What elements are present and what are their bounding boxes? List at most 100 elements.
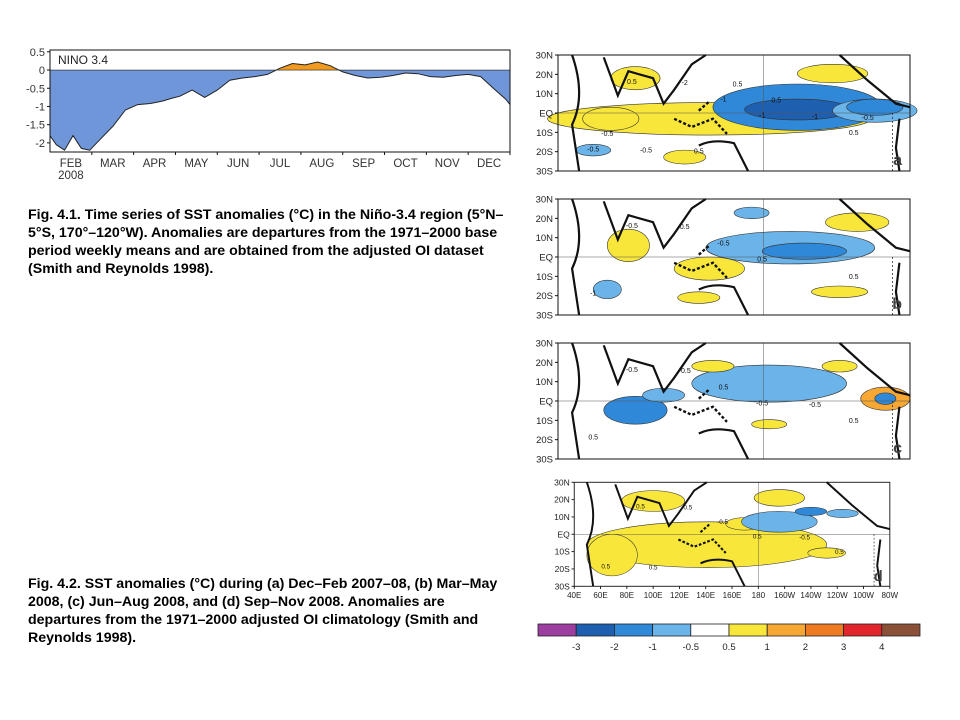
colorbar-tick-label: 2 (803, 642, 808, 653)
contour-label: -1 (720, 96, 726, 103)
contour-label: 0.5 (849, 418, 859, 425)
x-tick-label: OCT (393, 158, 417, 170)
lat-tick-label: 30S (555, 581, 570, 591)
lat-tick-label: 20N (536, 358, 554, 369)
australia-coastline (698, 428, 750, 460)
contour-label: -0.5 (809, 402, 821, 409)
year-label: 2008 (58, 170, 84, 182)
y-tick-label: 0.5 (30, 47, 45, 59)
lat-tick-label: 20N (536, 70, 554, 81)
anomaly-series-line (49, 61, 511, 151)
lat-tick-label: EQ (557, 529, 570, 539)
negative-anomaly-area (50, 70, 510, 151)
anomaly-region (807, 547, 846, 559)
lat-tick-label: 10N (536, 233, 554, 244)
maritime-continent-coastline (673, 388, 728, 423)
maritime-continent-coastline (673, 244, 728, 279)
lat-tick-label: 10N (554, 512, 570, 522)
lat-tick-label: 10S (536, 272, 553, 283)
colorbar-swatch (881, 623, 921, 637)
lon-tick-label: 160E (723, 591, 742, 600)
x-tick-label: DEC (477, 158, 501, 170)
contour-label: 0.5 (649, 565, 658, 572)
contour-label: -2 (682, 80, 688, 87)
lat-tick-label: 30N (536, 51, 554, 62)
anomaly-region (753, 489, 805, 507)
south-america-coastline (876, 539, 882, 587)
lat-tick-label: 10S (536, 128, 553, 139)
anomaly-region (826, 509, 859, 518)
maritime-continent-coastline (677, 523, 727, 554)
y-tick-label: -2 (35, 138, 45, 150)
colorbar-tick-label: -0.5 (683, 642, 699, 653)
lon-tick-label: 80E (620, 591, 635, 600)
figure-4-1-caption: Fig. 4.1. Time series of SST anomalies (… (28, 207, 504, 277)
contour-label: -1 (759, 113, 765, 120)
south-america-coastline (894, 406, 901, 460)
figure-4-2-caption: Fig. 4.2. SST anomalies (°C) during (a) … (28, 576, 498, 646)
contour-label: 0.5 (835, 549, 844, 556)
lat-tick-label: 20S (536, 291, 553, 302)
contour-label: 0.5 (733, 81, 743, 88)
contour-label: 0.5 (601, 564, 610, 571)
anomaly-region (677, 291, 721, 304)
contour-label: -1 (812, 114, 818, 121)
contour-label: 0.5 (588, 434, 598, 441)
lat-tick-label: 30N (554, 477, 570, 487)
australia-coastline (698, 284, 750, 316)
contour-label: 0.5 (849, 130, 859, 137)
lon-tick-label: 80W (882, 591, 899, 600)
colorbar-tick-label: 1 (765, 642, 770, 653)
x-tick-label: JUN (227, 158, 249, 170)
x-tick-label: APR (143, 158, 167, 170)
colorbar-swatch (614, 623, 654, 637)
colorbar-swatch (766, 623, 806, 637)
africa-coastline (570, 198, 581, 316)
contour-label: -0.5 (587, 146, 599, 153)
lon-tick-label: 180 (752, 591, 766, 600)
asia-coastline (602, 198, 707, 250)
africa-coastline (585, 481, 595, 587)
south-america-coastline (894, 262, 901, 316)
sst-map-panel: -0.5 0.5 -1 -0.5 0.5 0.5 30N 20N 10N EQ 10S 20S 30S b (536, 195, 911, 322)
contour-label: -0.5 (640, 147, 652, 154)
anomaly-region (733, 206, 770, 220)
anomaly-region (821, 360, 858, 373)
contour-label: 0.5 (636, 503, 645, 510)
x-tick-label: NOV (435, 158, 460, 170)
anomaly-region (846, 98, 904, 116)
lat-tick-label: 10N (536, 89, 554, 100)
sst-colorbar: -3 -2 -1 -0.5 0.5 1 2 3 4 (537, 623, 921, 653)
lat-tick-label: 30N (536, 195, 554, 206)
x-tick-label: AUG (309, 158, 334, 170)
panel-letter: d (874, 569, 883, 585)
colorbar-swatch (652, 623, 692, 637)
americas-coastline (838, 198, 911, 253)
contour-label: 0.5 (719, 384, 729, 391)
y-tick-label: -0.5 (26, 83, 45, 95)
asia-coastline (602, 54, 707, 106)
colorbar-tick-label: -2 (610, 642, 618, 653)
asia-coastline (614, 481, 708, 528)
lat-tick-label: 20N (554, 495, 570, 505)
lon-tick-label: 160W (774, 591, 795, 600)
lat-tick-label: 20N (536, 214, 554, 225)
plot-frame (49, 49, 511, 153)
lon-tick-label: 100W (853, 591, 874, 600)
lat-tick-label: 30S (536, 311, 553, 322)
anomaly-region (592, 279, 622, 300)
africa-coastline (570, 54, 581, 172)
contour-label: 0.5 (680, 224, 690, 231)
anomaly-region (811, 285, 869, 298)
contour-label: -0.5 (717, 240, 729, 247)
lon-tick-label: 140E (696, 591, 715, 600)
sst-map-panel: -0.5 -0.5 0.5 0.5 0.5 -0.5 -0.5 30N 20N 10N EQ 10S 2… (536, 339, 911, 466)
lon-tick-label: 60E (593, 591, 608, 600)
lon-tick-label: 100E (644, 591, 663, 600)
anomaly-region (825, 212, 890, 232)
y-tick-label: -1.5 (26, 120, 45, 132)
lat-tick-label: 30S (536, 455, 553, 466)
contour-label: -0.5 (626, 223, 638, 230)
anomaly-region (761, 242, 847, 260)
contour-label: -0.5 (756, 401, 768, 408)
